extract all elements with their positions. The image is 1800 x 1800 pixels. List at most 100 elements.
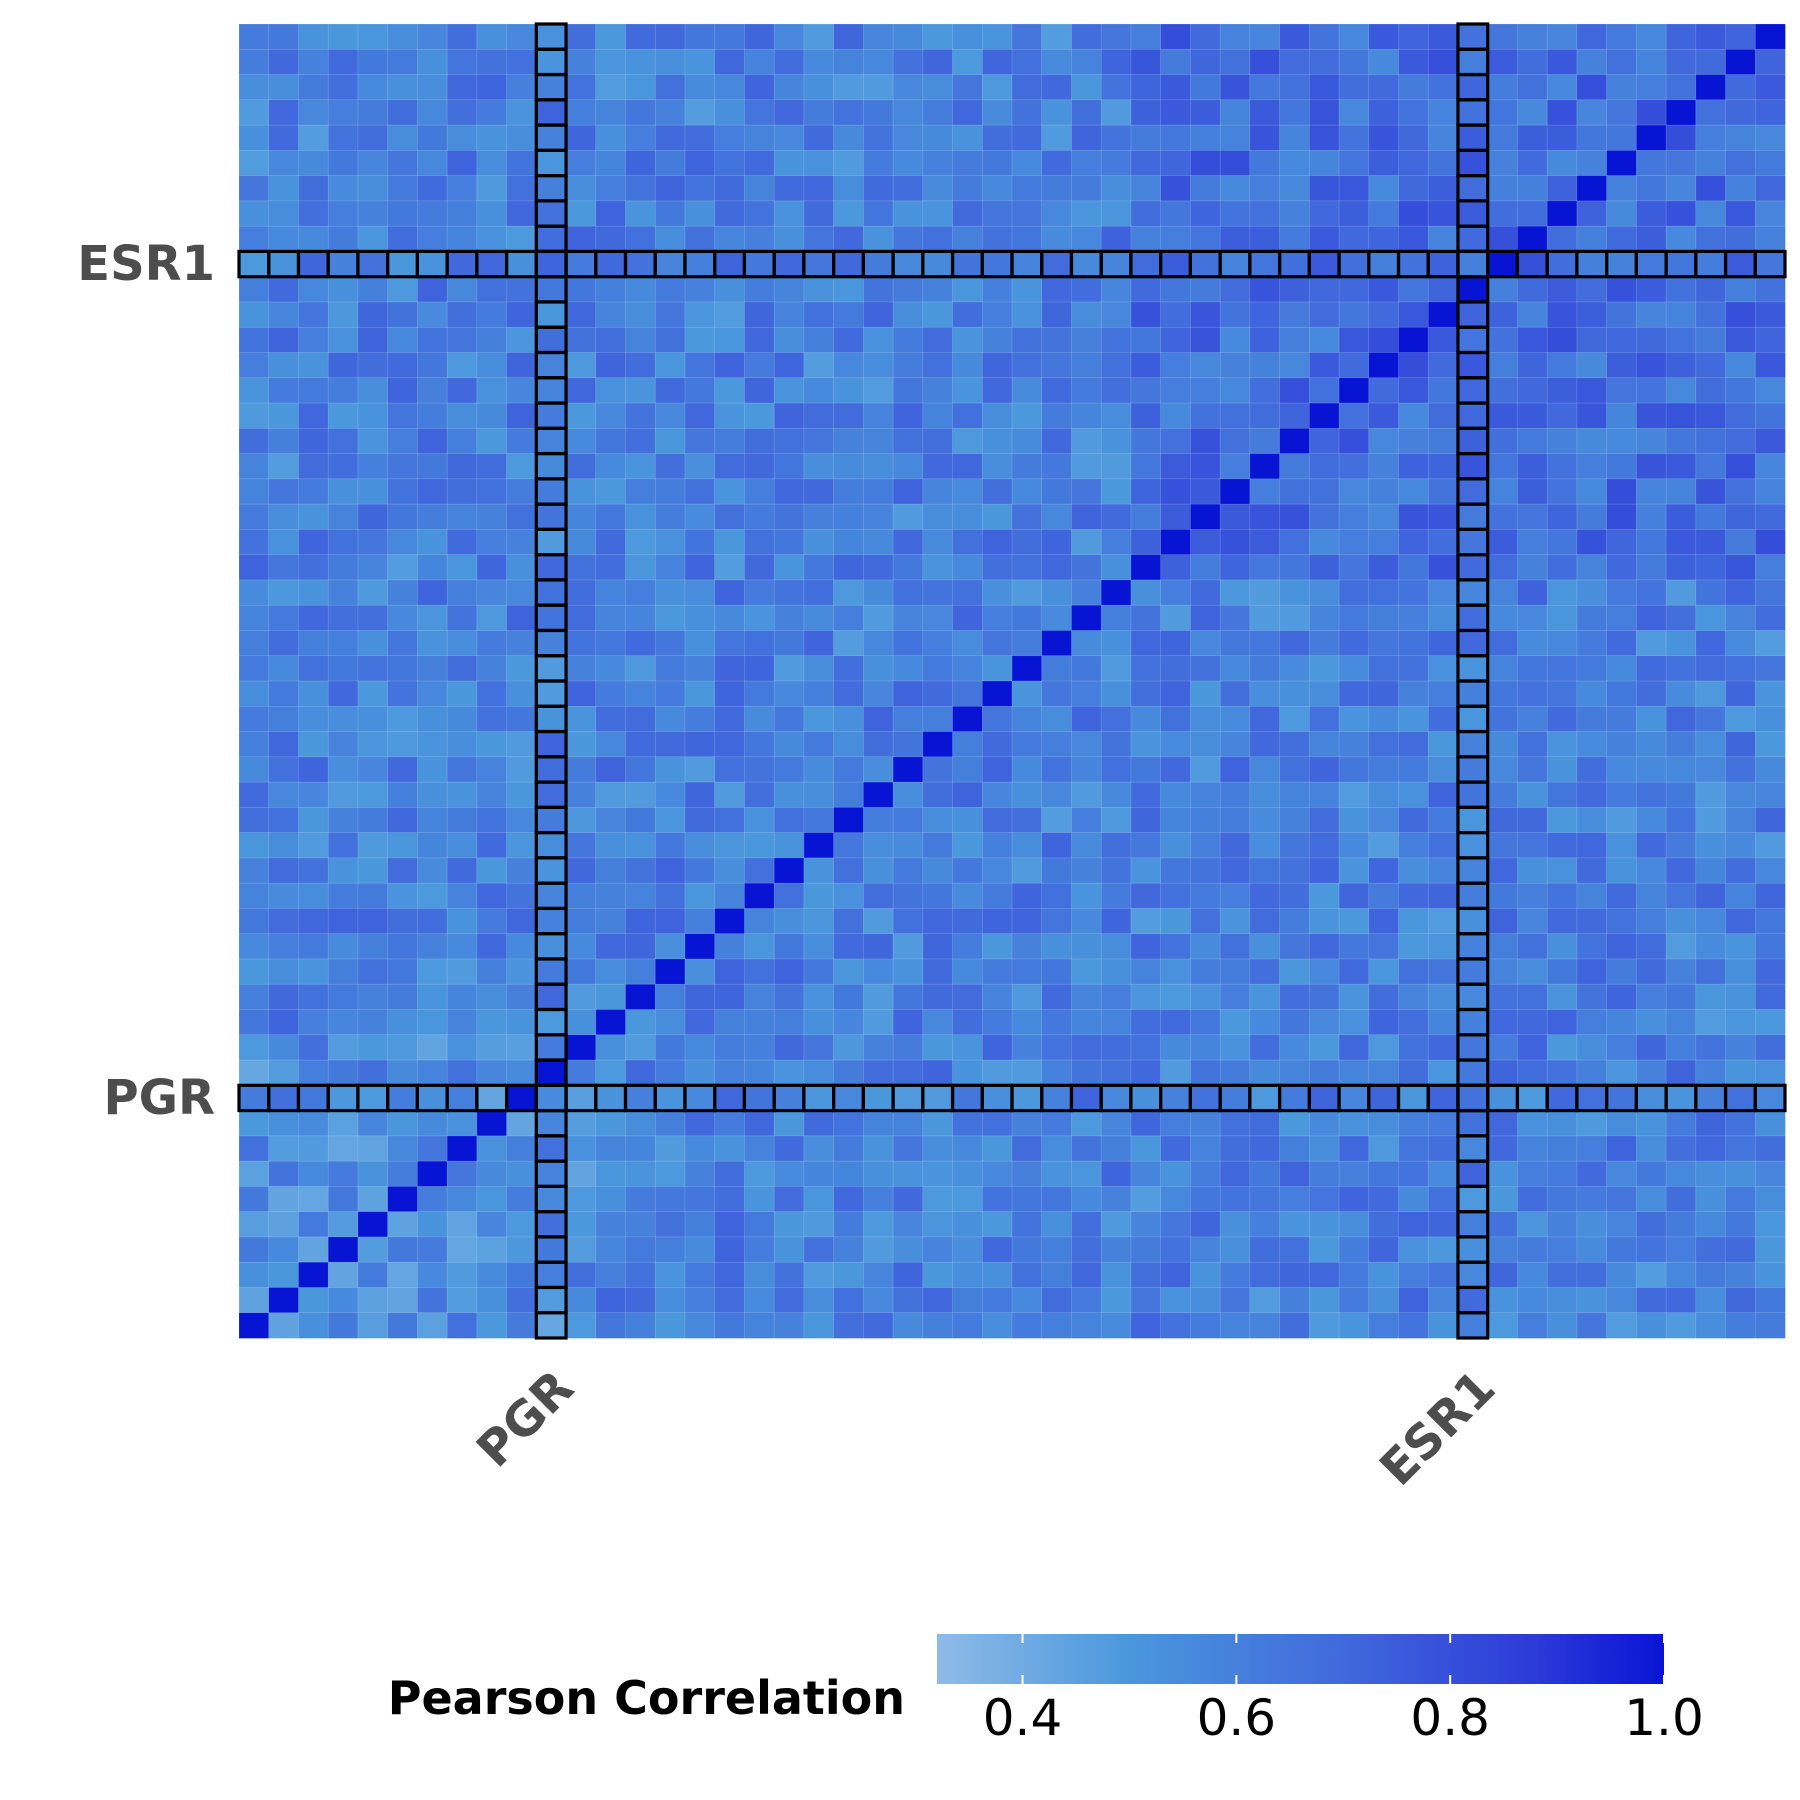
heatmap-cell (417, 529, 448, 556)
heatmap-cell (654, 124, 686, 152)
heatmap-cell (1606, 1236, 1638, 1263)
heatmap-cell (268, 807, 300, 834)
heatmap-cell (625, 1059, 656, 1087)
heatmap-cell (476, 554, 508, 581)
heatmap-cell (1546, 832, 1578, 859)
heatmap-cell (922, 1160, 954, 1188)
heatmap-cell (1338, 655, 1370, 682)
heatmap-cell (446, 1009, 478, 1036)
heatmap-cell (773, 756, 805, 783)
heatmap-cell (1338, 301, 1370, 328)
heatmap-cell (1368, 731, 1400, 758)
heatmap-cell (506, 1110, 538, 1137)
heatmap-cell (1279, 326, 1311, 354)
heatmap-cell (1427, 857, 1459, 884)
heatmap-cell (1398, 933, 1429, 960)
heatmap-cell (1338, 1135, 1370, 1162)
heatmap-cell (446, 1110, 478, 1137)
heatmap-cell (417, 453, 448, 480)
heatmap-cell (1725, 251, 1756, 278)
heatmap-cell (1606, 1186, 1638, 1213)
heatmap-cell (268, 680, 300, 707)
heatmap-cell (1219, 630, 1251, 657)
heatmap-cell (1665, 175, 1697, 202)
heatmap-cell (298, 276, 329, 303)
heatmap-cell (625, 579, 656, 606)
heatmap-cell (625, 807, 656, 834)
heatmap-cell (1130, 857, 1162, 884)
heatmap-cell (1130, 1287, 1162, 1314)
heatmap-cell (922, 908, 954, 935)
heatmap-cell (892, 554, 924, 581)
heatmap-cell (654, 1236, 686, 1263)
heatmap-cell (1695, 554, 1727, 581)
heatmap-cell (892, 1009, 924, 1036)
heatmap-cell (1130, 579, 1162, 606)
heatmap-cell (268, 857, 300, 884)
heatmap-cell (922, 1312, 954, 1339)
heatmap-cell (536, 1085, 567, 1112)
heatmap-cell (892, 352, 924, 379)
heatmap-cell (773, 377, 805, 404)
heatmap-cell (1279, 554, 1311, 581)
heatmap-cell (654, 529, 686, 556)
heatmap-cell (1100, 554, 1132, 581)
heatmap-cell (595, 74, 627, 101)
heatmap-cell (625, 1261, 656, 1289)
heatmap-cell (833, 428, 865, 455)
heatmap-cell (1071, 377, 1102, 404)
heatmap-cell (833, 1186, 865, 1213)
heatmap-cell (1100, 933, 1132, 960)
heatmap-cell (1517, 908, 1548, 935)
heatmap-cell (1011, 655, 1043, 682)
heatmap-cell (1130, 74, 1162, 101)
heatmap-cell (773, 680, 805, 707)
heatmap-cell (476, 1110, 508, 1137)
heatmap-cell (684, 377, 716, 404)
heatmap-cell (238, 1034, 270, 1061)
heatmap-cell (803, 276, 835, 303)
heatmap-cell (1636, 579, 1667, 606)
heatmap-cell (981, 301, 1013, 328)
heatmap-cell (357, 655, 389, 682)
heatmap-cell (625, 781, 656, 809)
heatmap-cell (952, 1085, 983, 1112)
heatmap-cell (833, 478, 865, 505)
heatmap-cell (744, 1085, 775, 1112)
heatmap-cell (981, 604, 1013, 632)
heatmap-cell (1487, 200, 1519, 227)
heatmap-cell (654, 478, 686, 505)
heatmap-cell (981, 1135, 1013, 1162)
heatmap-cell (506, 832, 538, 859)
heatmap-cell (1517, 251, 1548, 278)
heatmap-cell (1071, 251, 1102, 278)
heatmap-cell (1219, 74, 1251, 101)
heatmap-cell (684, 933, 716, 960)
heatmap-cell (684, 428, 716, 455)
heatmap-cell (1398, 1160, 1429, 1188)
heatmap-cell (1457, 1236, 1489, 1263)
heatmap-cell (565, 352, 597, 379)
heatmap-cell (803, 680, 835, 707)
heatmap-cell (1279, 807, 1311, 834)
heatmap-cell (773, 1160, 805, 1188)
heatmap-cell (595, 680, 627, 707)
heatmap-cell (803, 630, 835, 657)
heatmap-cell (268, 124, 300, 152)
heatmap-cell (1190, 1160, 1221, 1188)
heatmap-cell (1368, 175, 1400, 202)
heatmap-cell (1725, 150, 1756, 177)
heatmap-cell (268, 933, 300, 960)
heatmap-cell (833, 453, 865, 480)
heatmap-cell (1606, 655, 1638, 682)
heatmap-cell (1071, 1009, 1102, 1036)
highlight-outlines (237, 22, 1787, 1340)
heatmap-cell (833, 175, 865, 202)
heatmap-cell (1398, 1211, 1429, 1238)
heatmap-cell (684, 352, 716, 379)
heatmap-cell (417, 428, 448, 455)
heatmap-cell (744, 402, 775, 430)
heatmap-cell (1517, 23, 1548, 50)
heatmap-cell (1041, 200, 1073, 227)
heatmap-cell (744, 756, 775, 783)
